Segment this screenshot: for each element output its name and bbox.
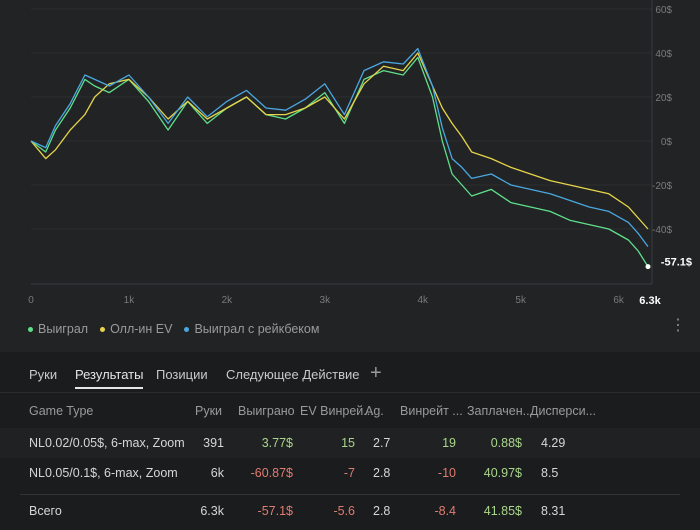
total-hands: 6.3k bbox=[200, 504, 224, 518]
cell-won: 3.77$ bbox=[261, 436, 293, 450]
tab-positions[interactable]: Позиции bbox=[156, 367, 208, 382]
cell-aggression: 2.8 bbox=[373, 466, 391, 480]
col-winrate[interactable]: Винрейт ... bbox=[400, 404, 463, 418]
add-tab-icon[interactable]: + bbox=[370, 362, 382, 384]
series-line-rakeback bbox=[30, 47, 649, 247]
legend-label-allin-ev: Олл-ин EV bbox=[110, 322, 173, 336]
cell-paid: 0.88$ bbox=[490, 436, 522, 450]
y-tick-label: -20$ bbox=[652, 181, 672, 192]
tab-hands[interactable]: Руки bbox=[29, 367, 58, 382]
chart-legend: Выиграл Олл-ин EV Выиграл с рейкбеком bbox=[28, 322, 319, 336]
cell-ev-winrate: 15 bbox=[341, 436, 355, 450]
legend-label-rakeback: Выиграл с рейкбеком bbox=[194, 322, 320, 336]
x-tick-label: 5k bbox=[515, 295, 527, 306]
table-total-row: Всего 6.3k -57.1$ -5.6 2.8 -8.4 41.85$ 8… bbox=[0, 496, 700, 526]
cell-variance: 4.29 bbox=[541, 436, 566, 450]
total-label: Всего bbox=[29, 504, 62, 518]
legend-dot-won bbox=[28, 326, 33, 332]
total-won: -57.1$ bbox=[257, 504, 293, 518]
cell-game-type: NL0.02/0.05$, 6-max, Zoom bbox=[29, 436, 185, 450]
table-row[interactable]: NL0.05/0.1$, 6-max, Zoom 6k -60.87$ -7 2… bbox=[0, 458, 700, 488]
col-game-type[interactable]: Game Type bbox=[29, 404, 94, 418]
col-won[interactable]: Выиграно bbox=[238, 404, 295, 418]
y-tick-label: 0$ bbox=[661, 137, 673, 148]
cell-paid: 40.97$ bbox=[483, 466, 522, 480]
col-paid[interactable]: Заплачен... bbox=[467, 404, 534, 418]
legend-dot-rakeback bbox=[184, 326, 190, 332]
total-separator bbox=[20, 494, 680, 495]
series-line-allin-ev bbox=[30, 52, 649, 230]
col-hands[interactable]: Руки bbox=[195, 404, 223, 418]
cell-variance: 8.5 bbox=[541, 466, 559, 480]
total-variance: 8.31 bbox=[541, 504, 566, 518]
table-row[interactable]: NL0.02/0.05$, 6-max, Zoom 391 3.77$ 15 2… bbox=[0, 428, 700, 458]
legend-label-won: Выиграл bbox=[38, 322, 89, 336]
y-tick-label: 60$ bbox=[655, 5, 672, 16]
cell-ev-winrate: -7 bbox=[343, 466, 355, 480]
y-tick-label: 40$ bbox=[655, 49, 672, 60]
end-point-marker bbox=[645, 264, 651, 270]
cell-winrate: 19 bbox=[442, 436, 456, 450]
col-aggression[interactable]: Ag. bbox=[365, 404, 384, 418]
cell-game-type: NL0.05/0.1$, 6-max, Zoom bbox=[29, 466, 178, 480]
y-tick-label: 20$ bbox=[655, 93, 672, 104]
total-ev-winrate: -5.6 bbox=[333, 504, 355, 518]
total-aggression: 2.8 bbox=[373, 504, 391, 518]
cell-won: -60.87$ bbox=[250, 466, 293, 480]
x-tick-label: 4k bbox=[417, 295, 429, 306]
legend-item-won[interactable]: Выиграл bbox=[28, 322, 88, 336]
col-ev-winrate[interactable]: EV Винрей... bbox=[300, 404, 374, 418]
x-tick-label: 1k bbox=[124, 295, 136, 306]
cell-hands: 6k bbox=[210, 466, 224, 480]
x-tick-label: 3k bbox=[320, 295, 332, 306]
tab-results[interactable]: Результаты bbox=[75, 367, 144, 389]
cell-hands: 391 bbox=[203, 436, 224, 450]
legend-dot-allin-ev bbox=[100, 326, 106, 332]
col-variance[interactable]: Дисперси... bbox=[530, 404, 597, 418]
legend-item-allin-ev[interactable]: Олл-ин EV bbox=[100, 322, 172, 336]
chart-svg: 60$ 40$ 20$ 0$ -20$ -40$ 0 1k 2k 3k 4k 5k 6k 6.3k -57.… bbox=[28, 0, 692, 307]
chart-menu-icon[interactable]: ⋮ bbox=[670, 317, 686, 334]
tab-next-action[interactable]: Следующее Действие bbox=[226, 367, 360, 382]
y-tick-label: -40$ bbox=[652, 225, 672, 236]
x-end-label: 6.3k bbox=[639, 295, 661, 307]
total-winrate: -8.4 bbox=[434, 504, 456, 518]
legend-item-rakeback[interactable]: Выиграл с рейкбеком bbox=[184, 322, 319, 336]
cell-winrate: -10 bbox=[437, 466, 456, 480]
end-value-label: -57.1$ bbox=[661, 257, 692, 269]
cell-aggression: 2.7 bbox=[373, 436, 391, 450]
tab-bar: Руки Результаты Позиции Следующее Действ… bbox=[0, 352, 700, 393]
total-paid: 41.85$ bbox=[483, 504, 522, 518]
results-chart: 60$ 40$ 20$ 0$ -20$ -40$ 0 1k 2k 3k 4k 5k 6k 6.3k -57.… bbox=[28, 0, 692, 307]
table-header: Game Type Руки Выиграно EV Винрей... Ag.… bbox=[0, 396, 700, 426]
x-tick-label: 6k bbox=[613, 295, 625, 306]
series-line-won bbox=[30, 56, 649, 267]
x-tick-label: 0 bbox=[28, 295, 34, 306]
x-tick-label: 2k bbox=[222, 295, 234, 306]
